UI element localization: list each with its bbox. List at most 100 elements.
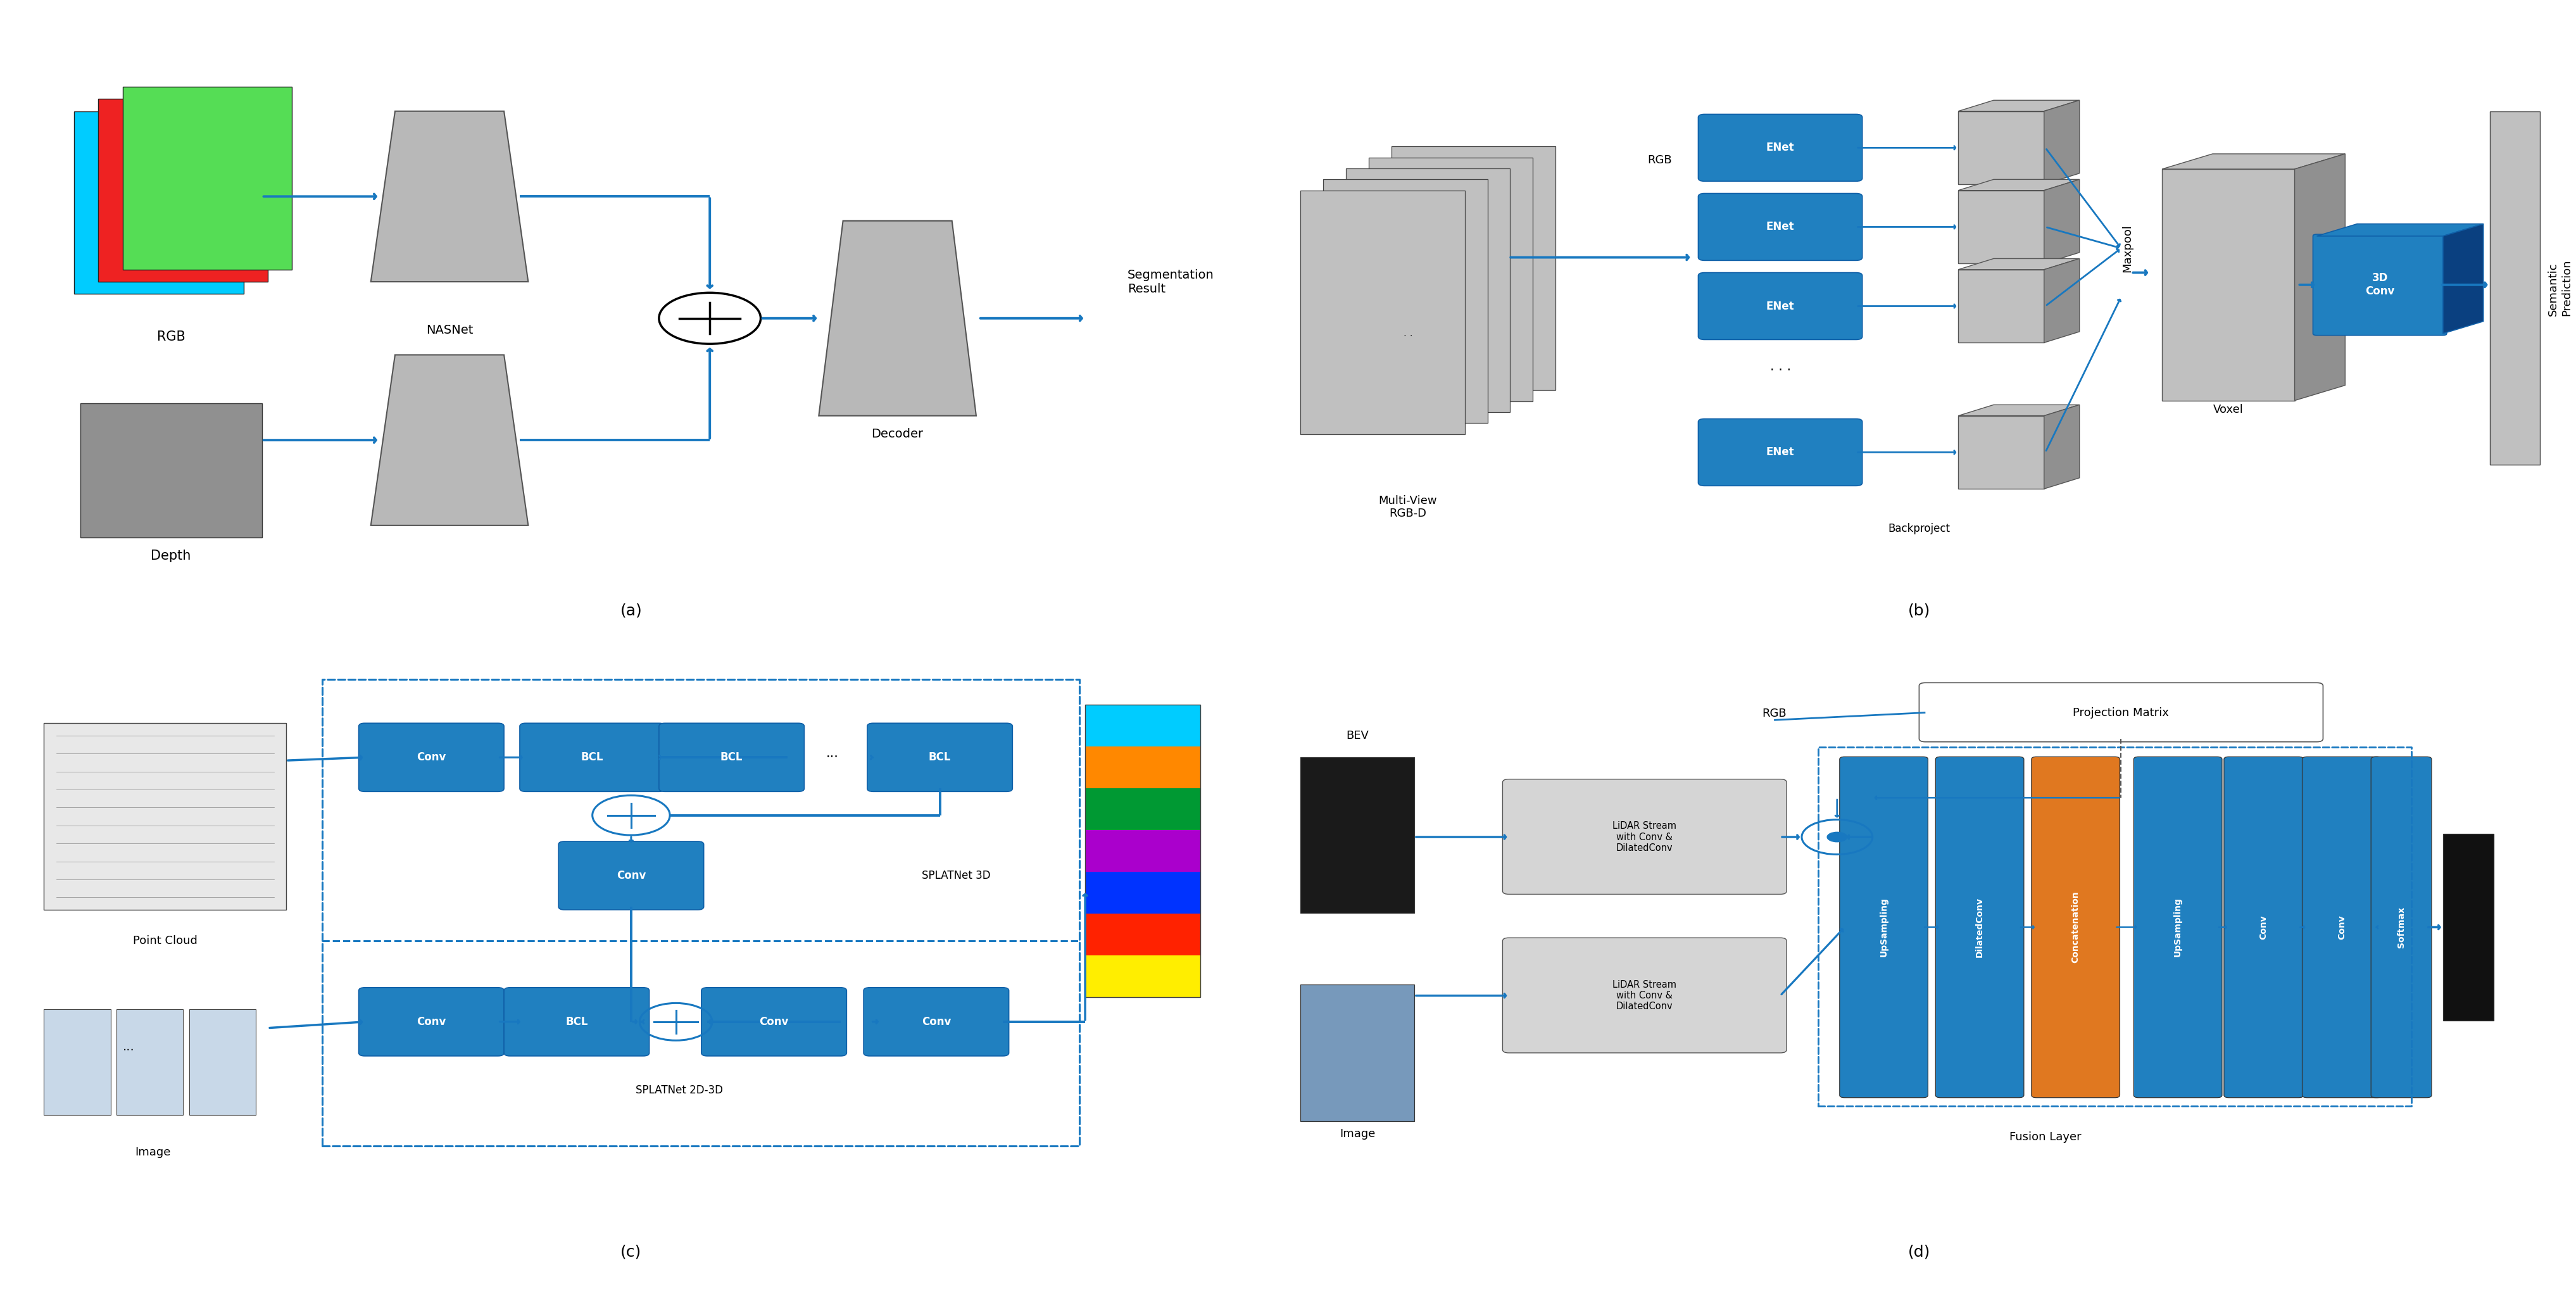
Text: Concatenation: Concatenation bbox=[2071, 892, 2079, 963]
Bar bbox=[1301, 985, 1414, 1121]
Bar bbox=[1084, 955, 1200, 997]
Circle shape bbox=[1826, 832, 1847, 842]
FancyBboxPatch shape bbox=[701, 988, 848, 1056]
Text: LiDAR Stream
with Conv &
DilatedConv: LiDAR Stream with Conv & DilatedConv bbox=[1613, 980, 1677, 1011]
FancyBboxPatch shape bbox=[1698, 114, 1862, 181]
Text: 3D
Conv: 3D Conv bbox=[2365, 272, 2396, 297]
Text: Depth: Depth bbox=[152, 550, 191, 562]
Polygon shape bbox=[2045, 100, 2079, 184]
Text: ENet: ENet bbox=[1767, 301, 1795, 312]
FancyBboxPatch shape bbox=[2032, 757, 2120, 1098]
Text: RGB: RGB bbox=[1762, 708, 1785, 719]
Bar bbox=[44, 723, 286, 910]
FancyBboxPatch shape bbox=[1919, 683, 2324, 741]
FancyBboxPatch shape bbox=[659, 723, 804, 792]
FancyBboxPatch shape bbox=[1502, 779, 1788, 894]
Bar bbox=[1084, 829, 1200, 872]
Bar bbox=[1958, 111, 2045, 184]
Text: BCL: BCL bbox=[582, 752, 603, 763]
FancyBboxPatch shape bbox=[868, 723, 1012, 792]
Bar bbox=[116, 1010, 183, 1115]
Text: Point Cloud: Point Cloud bbox=[134, 936, 198, 946]
FancyBboxPatch shape bbox=[2223, 757, 2303, 1098]
Text: RGB: RGB bbox=[1649, 154, 1672, 166]
Bar bbox=[1084, 914, 1200, 955]
Text: BEV: BEV bbox=[1347, 730, 1368, 741]
Bar bbox=[1084, 872, 1200, 914]
FancyBboxPatch shape bbox=[1935, 757, 2025, 1098]
Text: (c): (c) bbox=[621, 1244, 641, 1260]
Polygon shape bbox=[371, 355, 528, 525]
Bar bbox=[75, 111, 245, 294]
FancyBboxPatch shape bbox=[863, 988, 1010, 1056]
Bar bbox=[1391, 146, 1556, 390]
Bar bbox=[1084, 705, 1200, 746]
Text: RGB: RGB bbox=[157, 330, 185, 343]
Bar bbox=[1958, 270, 2045, 342]
Polygon shape bbox=[1958, 404, 2079, 416]
Text: Conv: Conv bbox=[922, 1016, 951, 1028]
Bar bbox=[2488, 111, 2540, 464]
Polygon shape bbox=[2295, 154, 2344, 400]
FancyBboxPatch shape bbox=[520, 723, 665, 792]
Bar bbox=[2442, 833, 2494, 1020]
Bar bbox=[1084, 746, 1200, 788]
Text: Image: Image bbox=[134, 1147, 170, 1159]
Text: Projection Matrix: Projection Matrix bbox=[2074, 706, 2169, 718]
FancyBboxPatch shape bbox=[1502, 938, 1788, 1052]
Bar bbox=[2161, 168, 2295, 400]
Text: ENet: ENet bbox=[1767, 447, 1795, 457]
FancyBboxPatch shape bbox=[505, 988, 649, 1056]
Text: DilatedConv: DilatedConv bbox=[1976, 897, 1984, 958]
Text: Conv: Conv bbox=[2336, 915, 2347, 940]
Text: Softmax: Softmax bbox=[2396, 907, 2406, 947]
Text: Conv: Conv bbox=[760, 1016, 788, 1028]
Bar bbox=[1324, 179, 1486, 422]
Polygon shape bbox=[2161, 154, 2344, 168]
Bar bbox=[1084, 788, 1200, 829]
Bar bbox=[1958, 191, 2045, 263]
Polygon shape bbox=[371, 111, 528, 281]
Text: Backproject: Backproject bbox=[1888, 522, 1950, 534]
FancyBboxPatch shape bbox=[358, 988, 505, 1056]
Text: SPLATNet 3D: SPLATNet 3D bbox=[922, 870, 989, 881]
Text: Conv: Conv bbox=[417, 1016, 446, 1028]
Polygon shape bbox=[2442, 224, 2483, 333]
Text: BCL: BCL bbox=[721, 752, 742, 763]
Polygon shape bbox=[2045, 179, 2079, 263]
Polygon shape bbox=[2045, 404, 2079, 489]
Text: Maxpool: Maxpool bbox=[2123, 224, 2133, 272]
FancyBboxPatch shape bbox=[358, 723, 505, 792]
Text: NASNet: NASNet bbox=[425, 324, 474, 337]
Text: · · ·: · · · bbox=[1770, 364, 1790, 376]
Bar bbox=[1301, 191, 1466, 434]
Text: SPLATNet 2D-3D: SPLATNet 2D-3D bbox=[636, 1085, 724, 1096]
Text: ···: ··· bbox=[827, 752, 837, 763]
Bar bbox=[1368, 158, 1533, 402]
FancyBboxPatch shape bbox=[2313, 235, 2447, 336]
FancyBboxPatch shape bbox=[1839, 757, 1927, 1098]
Bar bbox=[44, 1010, 111, 1115]
Bar bbox=[1084, 705, 1200, 997]
Text: LiDAR Stream
with Conv &
DilatedConv: LiDAR Stream with Conv & DilatedConv bbox=[1613, 822, 1677, 853]
Bar bbox=[124, 87, 291, 270]
FancyBboxPatch shape bbox=[559, 841, 703, 910]
Text: Segmentation
Result: Segmentation Result bbox=[1128, 268, 1213, 294]
Bar bbox=[1301, 757, 1414, 912]
Bar bbox=[1347, 168, 1510, 412]
Polygon shape bbox=[1958, 100, 2079, 111]
Text: Image: Image bbox=[1340, 1128, 1376, 1139]
Polygon shape bbox=[1958, 259, 2079, 270]
FancyBboxPatch shape bbox=[1698, 193, 1862, 260]
Text: · ·: · · bbox=[1404, 332, 1412, 341]
Polygon shape bbox=[1958, 179, 2079, 191]
Text: (b): (b) bbox=[1909, 603, 1929, 618]
FancyBboxPatch shape bbox=[2303, 757, 2383, 1098]
Text: ENet: ENet bbox=[1767, 143, 1795, 153]
Text: UpSampling: UpSampling bbox=[1880, 898, 1888, 956]
Text: Fusion Layer: Fusion Layer bbox=[2009, 1131, 2081, 1143]
Bar bbox=[1958, 416, 2045, 489]
Text: UpSampling: UpSampling bbox=[2174, 898, 2182, 956]
Text: Conv: Conv bbox=[2259, 915, 2267, 940]
Bar bbox=[188, 1010, 255, 1115]
